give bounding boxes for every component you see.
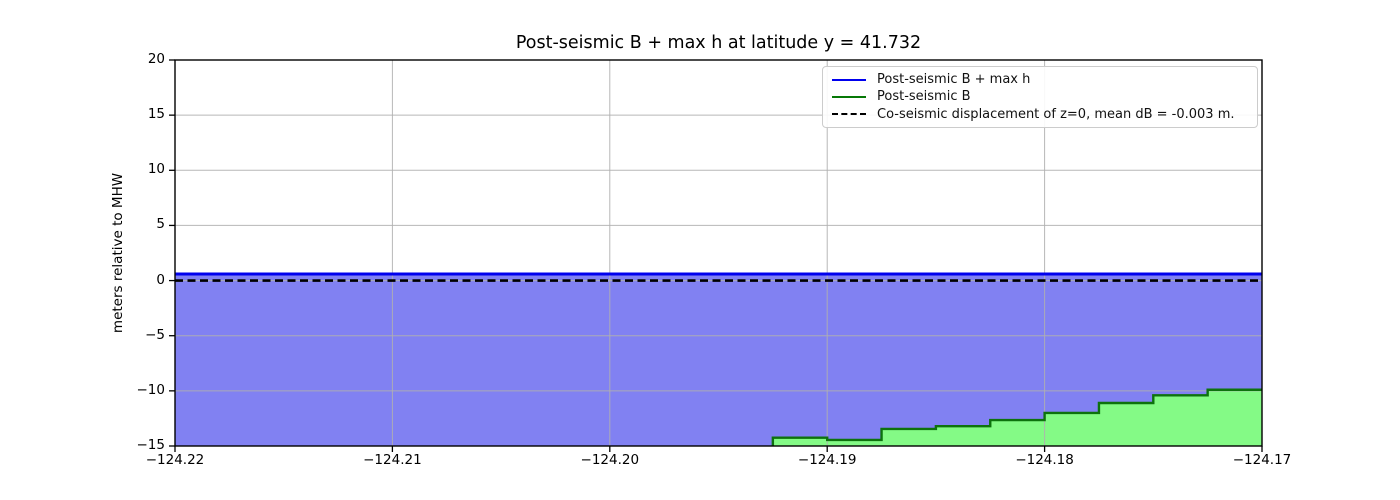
y-axis-label: meters relative to MHW — [110, 172, 126, 334]
legend-entry-label: Post-seismic B + max h — [877, 72, 1031, 88]
y-tick-label: −5 — [145, 326, 165, 343]
legend-entry-label: Co-seismic displacement of z=0, mean dB … — [877, 106, 1235, 122]
legend-sample-line — [832, 113, 866, 116]
plot-frame — [174, 59, 1263, 447]
y-tick-label: 15 — [147, 106, 165, 123]
chart-title: Post-seismic B + max h at latitude y = 4… — [515, 33, 922, 53]
y-tick-label: −10 — [136, 381, 166, 398]
y-tick-label: 5 — [156, 216, 165, 233]
y-tick-label: −15 — [136, 437, 166, 453]
y-tick-label: 10 — [147, 161, 165, 178]
x-tick-label: −124.19 — [797, 452, 857, 468]
x-tick-label: −124.18 — [1015, 452, 1074, 468]
y-tick-label: 20 — [147, 51, 165, 67]
legend-entry-label: Post-seismic B — [877, 89, 971, 105]
legend-entry: Post-seismic B + max h — [832, 71, 1249, 88]
x-tick-label: −124.21 — [363, 452, 422, 468]
post-seismic-b-line — [771, 388, 1262, 446]
x-tick-label: −124.20 — [580, 452, 640, 468]
x-tick-label: −124.17 — [1232, 452, 1292, 468]
y-tick-label: 0 — [156, 271, 165, 288]
legend-sample-line — [832, 95, 866, 98]
legend-entry: Post-seismic B — [832, 88, 1249, 105]
legend-sample-line — [832, 78, 866, 81]
x-tick-label: −124.22 — [145, 452, 205, 468]
legend: Post-seismic B + max h Post-seismic B Co-s… — [822, 66, 1258, 128]
legend-entry: Co-seismic displacement of z=0, mean dB … — [832, 106, 1249, 123]
